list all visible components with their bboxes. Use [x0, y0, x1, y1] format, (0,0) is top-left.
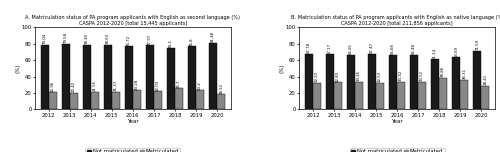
Bar — [48, 92, 56, 109]
Text: 74.3: 74.3 — [169, 39, 173, 48]
Bar — [175, 88, 183, 109]
Text: 20.42: 20.42 — [72, 81, 76, 92]
Text: 66.55: 66.55 — [349, 43, 353, 54]
Text: 21.37: 21.37 — [114, 80, 118, 91]
Bar — [482, 86, 490, 109]
Text: 61.14: 61.14 — [433, 47, 437, 59]
Text: 20.96: 20.96 — [50, 80, 54, 92]
Bar — [410, 55, 418, 109]
Y-axis label: (%): (%) — [15, 64, 20, 73]
Bar — [389, 55, 397, 109]
Bar — [91, 92, 99, 109]
Bar — [368, 54, 376, 109]
Text: 36.31: 36.31 — [462, 68, 466, 79]
Bar — [133, 90, 141, 109]
Text: 67.17: 67.17 — [328, 43, 332, 54]
Text: 81.48: 81.48 — [211, 31, 215, 42]
Bar — [418, 82, 426, 109]
Bar — [305, 54, 313, 109]
Text: 21.55: 21.55 — [93, 80, 97, 91]
Text: 67.78: 67.78 — [307, 42, 311, 53]
Bar — [154, 91, 162, 109]
Bar — [125, 47, 133, 109]
Title: B. Matriculation status of PA program applicants with English as native language: B. Matriculation status of PA program ap… — [290, 15, 500, 26]
Text: 32.83: 32.83 — [336, 71, 340, 82]
Title: A. Matriculation status of PA program applicants with English as second language: A. Matriculation status of PA program ap… — [26, 15, 240, 26]
Bar — [431, 59, 439, 109]
Text: 77.97: 77.97 — [148, 34, 152, 45]
Y-axis label: (%): (%) — [280, 64, 284, 73]
Bar — [347, 55, 355, 109]
Text: 18.52: 18.52 — [219, 82, 223, 94]
Bar — [376, 83, 384, 109]
Bar — [70, 93, 78, 109]
Bar — [313, 83, 321, 109]
Text: 71.59: 71.59 — [476, 39, 480, 50]
Bar — [355, 82, 363, 109]
Bar — [209, 43, 217, 109]
X-axis label: Year: Year — [127, 119, 138, 124]
Text: 33.32: 33.32 — [399, 70, 403, 81]
Bar — [146, 45, 154, 109]
Bar — [217, 94, 225, 109]
Bar — [439, 78, 447, 109]
Text: 23.2: 23.2 — [198, 81, 202, 90]
Text: 63.69: 63.69 — [454, 45, 458, 57]
Text: 25.7: 25.7 — [177, 79, 181, 88]
Bar — [167, 48, 175, 109]
Bar — [452, 57, 460, 109]
Bar — [104, 45, 112, 109]
Bar — [474, 51, 482, 109]
Text: 76.8: 76.8 — [190, 37, 194, 46]
Legend: Not matriculated, Matriculated: Not matriculated, Matriculated — [86, 148, 180, 152]
Text: 66.68: 66.68 — [391, 43, 395, 54]
Bar — [397, 82, 405, 109]
Text: 66.48: 66.48 — [412, 43, 416, 54]
Text: 38.86: 38.86 — [441, 66, 445, 77]
Legend: Not matriculated, Matriculated: Not matriculated, Matriculated — [350, 148, 444, 152]
Text: 33.45: 33.45 — [357, 70, 361, 81]
Text: 79.04: 79.04 — [42, 33, 46, 44]
Text: 78.63: 78.63 — [106, 33, 110, 44]
Text: 79.58: 79.58 — [64, 32, 68, 43]
Text: 67.47: 67.47 — [370, 42, 374, 53]
X-axis label: Year: Year — [392, 119, 403, 124]
Bar — [188, 46, 196, 109]
Text: 32.22: 32.22 — [315, 71, 319, 82]
Text: 23.28: 23.28 — [135, 78, 139, 90]
Bar — [196, 90, 204, 109]
Bar — [334, 83, 342, 109]
Bar — [62, 44, 70, 109]
Bar — [326, 54, 334, 109]
Bar — [40, 45, 48, 109]
Bar — [83, 45, 91, 109]
Text: 32.53: 32.53 — [378, 71, 382, 82]
Text: 76.72: 76.72 — [127, 35, 131, 46]
Text: 22.03: 22.03 — [156, 79, 160, 91]
Bar — [112, 92, 120, 109]
Bar — [460, 80, 468, 109]
Text: 28.41: 28.41 — [484, 74, 488, 85]
Text: 78.45: 78.45 — [85, 33, 89, 44]
Text: 33.52: 33.52 — [420, 70, 424, 81]
